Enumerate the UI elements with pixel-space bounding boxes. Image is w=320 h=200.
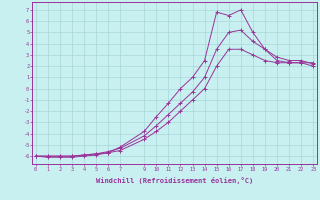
X-axis label: Windchill (Refroidissement éolien,°C): Windchill (Refroidissement éolien,°C) xyxy=(96,177,253,184)
